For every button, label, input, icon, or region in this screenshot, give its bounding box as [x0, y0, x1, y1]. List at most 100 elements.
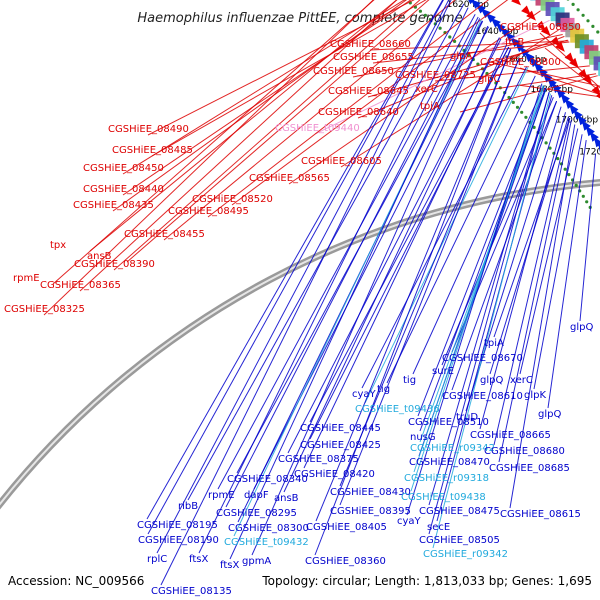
outer-gene-label[interactable]: CGSHiEE_08325 [4, 304, 85, 315]
outer-gene-label[interactable]: glpA [450, 51, 472, 62]
inner-gene-label[interactable]: CGSHiEE_08505 [419, 535, 500, 546]
forward-gene-arrow [582, 74, 593, 85]
inner-gene-label[interactable]: nusG [410, 432, 436, 443]
forward-gene-arrow [521, 5, 532, 16]
inner-gene-label[interactable]: CGSHiEE_08405 [306, 522, 387, 533]
outer-gene-label[interactable]: CGSHiEE_08605 [301, 156, 382, 167]
inner-gene-label[interactable]: CGSHiEE_08670 [442, 353, 523, 364]
outer-gene-label[interactable]: rpmE [13, 273, 40, 284]
outer-label-connector [459, 75, 598, 113]
outer-gene-label[interactable]: CGSHiEE_08490 [108, 124, 189, 135]
outer-gene-label[interactable]: CGSHiEE_08565 [249, 173, 330, 184]
inner-gene-label[interactable]: CGSHiEE_08445 [300, 423, 381, 434]
outer-gene-label[interactable]: CGSHiEE_08655 [333, 52, 414, 63]
inner-gene-label[interactable]: glpQ [538, 409, 561, 420]
outer-gene-label[interactable]: CGSHiEE_08390 [74, 259, 155, 270]
inner-gene-label[interactable]: CGSHiEE_08375 [278, 454, 359, 465]
inner-gene-label[interactable]: CGSHiEE_08420 [294, 469, 375, 480]
inner-gene-label[interactable]: CGSHiEE_08360 [305, 556, 386, 567]
inner-gene-label[interactable]: cyaY [397, 516, 422, 527]
outer-gene-label[interactable]: CGSHiEE_08800 [480, 57, 561, 68]
outer-gene-label[interactable]: CGSHiEE_08850 [500, 22, 581, 33]
reverse-gene-arrow [581, 120, 591, 131]
outer-gene-label[interactable]: CGSHiEE_08450 [83, 163, 164, 174]
outer-gene-label[interactable]: CGSHiEE_08725 [395, 70, 476, 81]
inner-gene-label[interactable]: CGSHiEE_08340 [227, 474, 308, 485]
outer-gene-label[interactable]: tpx [50, 240, 66, 251]
inner-gene-label[interactable]: CGSHiEE_08300 [228, 523, 309, 534]
outer-gene-label[interactable]: CGSHiEE_t09440 [275, 123, 360, 134]
inner-gene-label[interactable]: CGSHiEE_r09342 [410, 443, 495, 454]
outer-gene-label[interactable]: CGSHiEE_08645 [328, 86, 409, 97]
outer-label-connector [89, 0, 398, 252]
outer-gene-label[interactable]: CGSHiEE_08455 [124, 229, 205, 240]
inner-gene-label[interactable]: CGSHiEE_08295 [216, 508, 297, 519]
inner-gene-label[interactable]: cyaY [352, 389, 377, 400]
outer-gene-label[interactable]: tpiA [420, 101, 440, 112]
inner-gene-label[interactable]: secE [427, 522, 450, 533]
reverse-gene-arrow [529, 57, 539, 68]
inner-label-connector [287, 38, 502, 454]
inner-gene-label[interactable]: CGSHiEE_r09318 [404, 473, 489, 484]
outer-gene-label[interactable]: CGSHiEE_08485 [112, 145, 193, 156]
inner-gene-label[interactable]: CGSHiEE_08470 [409, 457, 490, 468]
inner-gene-label[interactable]: rplC [147, 554, 167, 565]
inner-gene-label[interactable]: tig [403, 375, 416, 386]
gc-dot [574, 183, 578, 187]
inner-gene-label[interactable]: CGSHiEE_08610 [442, 391, 523, 402]
inner-gene-label[interactable]: xerC [510, 375, 533, 386]
outer-gene-label[interactable]: CGSHiEE_08365 [40, 280, 121, 291]
inner-gene-label[interactable]: CGSHiEE_08395 [330, 506, 411, 517]
tick-label: 1700 kbp [556, 116, 599, 126]
outer-gene-label[interactable]: CGSHiEE_08495 [168, 206, 249, 217]
inner-gene-label[interactable]: tpiA [484, 338, 504, 349]
inner-gene-label[interactable]: CGSHiEE_08685 [489, 463, 570, 474]
inner-gene-label[interactable]: CGSHiEE_t09438 [401, 492, 486, 503]
inner-gene-label[interactable]: CGSHiEE_t09432 [224, 537, 309, 548]
outer-gene-label[interactable]: ftsB [505, 37, 524, 48]
inner-gene-label[interactable]: ribB [178, 501, 198, 512]
inner-gene-label[interactable]: ftsX [220, 560, 239, 571]
inner-gene-label[interactable]: glpQ [480, 375, 503, 386]
inner-gene-label[interactable]: glpQ [570, 322, 593, 333]
inner-gene-label[interactable]: CGSHiEE_08135 [151, 586, 232, 597]
inner-label-connector [479, 112, 566, 430]
outer-label-connector [539, 32, 600, 89]
inner-gene-label[interactable]: CGSHiEE_08665 [470, 430, 551, 441]
inner-gene-label[interactable]: CGSHiEE_08430 [330, 487, 411, 498]
inner-gene-label[interactable]: CGSHiEE_08475 [419, 506, 500, 517]
gc-dot [585, 200, 589, 204]
inner-gene-label[interactable]: truD [456, 412, 478, 423]
forward-gene-arrow [540, 25, 551, 37]
inner-gene-label[interactable]: ansB [274, 493, 299, 504]
inner-gene-label[interactable]: CGSHiEE_08190 [138, 535, 219, 546]
inner-gene-label[interactable]: surE [432, 366, 454, 377]
inner-gene-label[interactable]: CGSHiEE_08615 [500, 509, 581, 520]
outer-gene-label[interactable]: CGSHiEE_08435 [73, 200, 154, 211]
inner-gene-label[interactable]: tig [377, 384, 390, 395]
outer-gene-label[interactable]: CGSHiEE_08640 [318, 107, 399, 118]
reverse-gene-arrow [577, 114, 587, 126]
inner-gene-label[interactable]: CGSHiEE_r09342 [423, 549, 508, 560]
outer-gene-label[interactable]: ansB [87, 251, 112, 262]
outer-gene-label[interactable]: CGSHiEE_08660 [330, 39, 411, 50]
genome-backbone-highlight [0, 181, 600, 506]
outer-gene-label[interactable]: glpC [478, 74, 500, 85]
inner-gene-label[interactable]: CGSHiEE_08680 [484, 446, 565, 457]
inner-gene-label[interactable]: CGSHiEE_08425 [300, 440, 381, 451]
inner-gene-label[interactable]: CGSHiEE_08195 [137, 520, 218, 531]
inner-gene-label[interactable]: CGSHiEE_08510 [408, 417, 489, 428]
inner-gene-label[interactable]: glpK [524, 390, 546, 401]
inner-label-connector [314, 48, 511, 556]
inner-gene-label[interactable]: CGSHiEE_t09436 [355, 404, 440, 415]
inner-label-connector [315, 49, 512, 522]
outer-gene-label[interactable]: xerC [415, 84, 438, 95]
outer-gene-label[interactable]: CGSHiEE_08440 [83, 184, 164, 195]
outer-gene-label[interactable]: CGSHiEE_08650 [313, 66, 394, 77]
outer-gene-label[interactable]: CGSHiEE_08520 [192, 194, 273, 205]
inner-gene-label[interactable]: ftsX [189, 554, 208, 565]
inner-gene-label[interactable]: gpmA [242, 556, 271, 567]
inner-gene-label[interactable]: rpmE [208, 490, 235, 501]
inner-gene-label[interactable]: dapF [244, 490, 269, 501]
gc-dot [591, 24, 595, 28]
